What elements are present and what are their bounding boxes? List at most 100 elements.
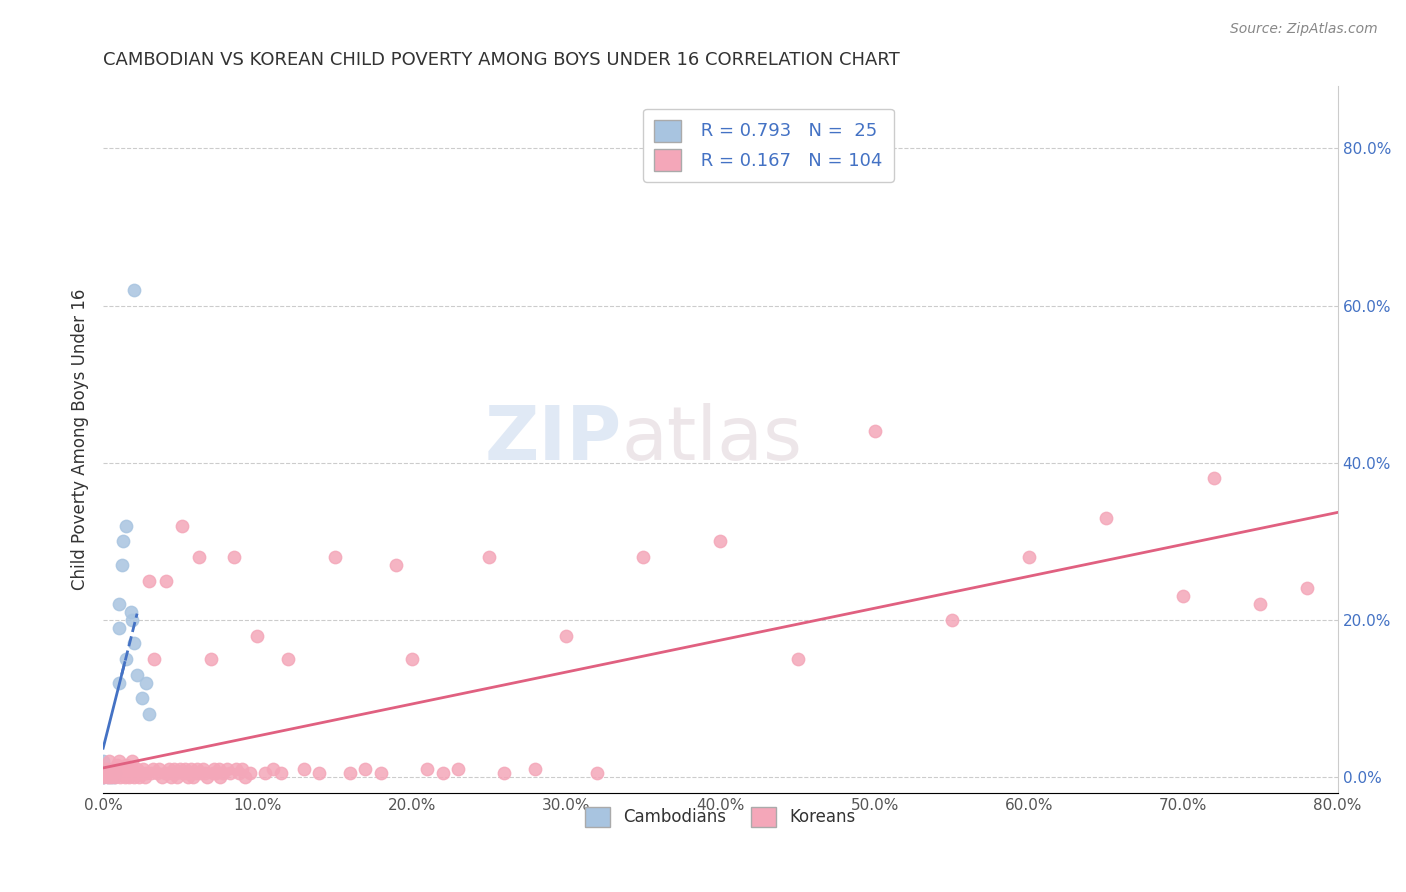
Point — [233, 770, 256, 784]
Point — [96, 762, 118, 776]
Point — [138, 574, 160, 588]
Point — [135, 675, 157, 690]
Point — [155, 574, 177, 588]
Point — [101, 766, 124, 780]
Point — [1250, 597, 1272, 611]
Point — [118, 770, 141, 784]
Point — [170, 518, 193, 533]
Point — [91, 770, 114, 784]
Point — [122, 770, 145, 784]
Point — [159, 762, 181, 776]
Point — [339, 766, 361, 780]
Point — [202, 762, 225, 776]
Point — [184, 766, 207, 780]
Point — [432, 766, 454, 780]
Point — [231, 762, 253, 776]
Point — [478, 549, 501, 564]
Point — [447, 762, 470, 776]
Point — [143, 652, 166, 666]
Point — [354, 762, 377, 776]
Point — [114, 770, 136, 784]
Point — [98, 762, 121, 776]
Point — [270, 766, 292, 780]
Point — [193, 762, 215, 776]
Point — [215, 762, 238, 776]
Point — [156, 766, 179, 780]
Point — [941, 613, 963, 627]
Point — [117, 766, 139, 780]
Point — [91, 754, 114, 768]
Point — [120, 762, 142, 776]
Point — [108, 770, 131, 784]
Point — [262, 762, 284, 776]
Point — [104, 770, 127, 784]
Point — [246, 628, 269, 642]
Point — [103, 770, 125, 784]
Text: atlas: atlas — [621, 402, 803, 475]
Point — [416, 762, 439, 776]
Point — [1018, 549, 1040, 564]
Point — [524, 762, 547, 776]
Point — [124, 766, 146, 780]
Point — [176, 766, 198, 780]
Point — [132, 762, 155, 776]
Point — [401, 652, 423, 666]
Point — [100, 770, 122, 784]
Point — [186, 762, 208, 776]
Point — [111, 766, 134, 780]
Point — [200, 652, 222, 666]
Point — [138, 707, 160, 722]
Point — [153, 766, 176, 780]
Point — [107, 675, 129, 690]
Point — [131, 691, 153, 706]
Point — [148, 762, 170, 776]
Point — [180, 762, 202, 776]
Point — [863, 424, 886, 438]
Point — [120, 605, 142, 619]
Point — [177, 770, 200, 784]
Point — [98, 754, 121, 768]
Point — [131, 766, 153, 780]
Point — [586, 766, 609, 780]
Point — [135, 766, 157, 780]
Text: CAMBODIAN VS KOREAN CHILD POVERTY AMONG BOYS UNDER 16 CORRELATION CHART: CAMBODIAN VS KOREAN CHILD POVERTY AMONG … — [103, 51, 900, 69]
Point — [107, 621, 129, 635]
Point — [146, 766, 169, 780]
Point — [91, 770, 114, 784]
Y-axis label: Child Poverty Among Boys Under 16: Child Poverty Among Boys Under 16 — [72, 288, 89, 590]
Point — [709, 534, 731, 549]
Point — [112, 534, 135, 549]
Point — [1204, 471, 1226, 485]
Point — [218, 766, 240, 780]
Point — [277, 652, 299, 666]
Point — [91, 762, 114, 776]
Point — [1173, 589, 1195, 603]
Point — [208, 762, 231, 776]
Point — [194, 766, 217, 780]
Point — [555, 628, 578, 642]
Point — [103, 762, 125, 776]
Point — [101, 766, 124, 780]
Point — [239, 766, 262, 780]
Point — [204, 766, 226, 780]
Point — [174, 762, 197, 776]
Point — [121, 754, 143, 768]
Point — [1095, 510, 1118, 524]
Point — [195, 770, 218, 784]
Point — [107, 597, 129, 611]
Point — [97, 770, 120, 784]
Point — [228, 766, 250, 780]
Point — [107, 754, 129, 768]
Point — [631, 549, 654, 564]
Point — [179, 766, 201, 780]
Point — [105, 758, 128, 772]
Point — [139, 766, 162, 780]
Point — [1295, 582, 1317, 596]
Point — [165, 766, 187, 780]
Point — [188, 766, 211, 780]
Point — [150, 770, 173, 784]
Point — [786, 652, 808, 666]
Point — [308, 766, 330, 780]
Point — [122, 283, 145, 297]
Point — [115, 758, 138, 772]
